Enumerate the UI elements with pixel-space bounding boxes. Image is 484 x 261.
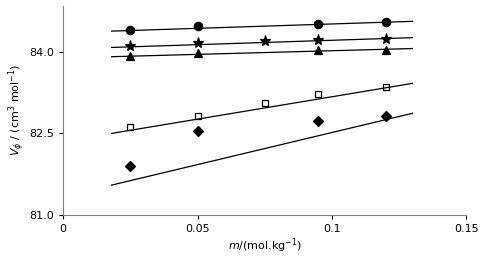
X-axis label: $m$/(mol.kg$^{-1}$): $m$/(mol.kg$^{-1}$) xyxy=(227,237,302,256)
Y-axis label: $V_\phi$ / (cm$^3$ mol$^{-1}$): $V_\phi$ / (cm$^3$ mol$^{-1}$) xyxy=(5,64,27,156)
